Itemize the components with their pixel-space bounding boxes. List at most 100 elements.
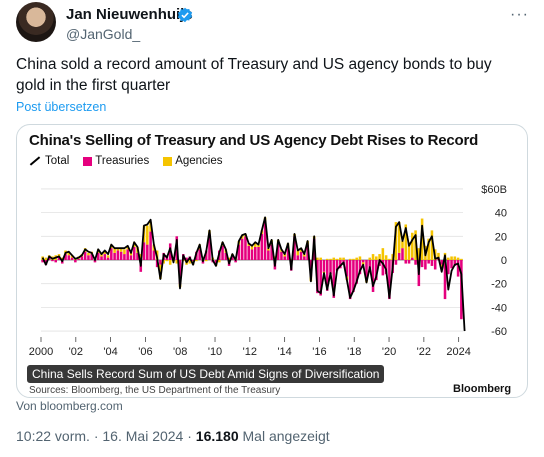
treasuries-bar — [401, 248, 404, 260]
treasuries-bar — [280, 251, 283, 260]
y-tick-label: 0 — [501, 255, 507, 267]
tweet-time[interactable]: 10:22 vorm. — [16, 428, 90, 444]
x-tick-label: '06 — [138, 346, 152, 358]
agencies-bar — [368, 257, 372, 260]
treasuries-bar — [64, 254, 67, 260]
treasuries-bar — [77, 258, 80, 260]
agencies-bar — [44, 257, 48, 260]
treasuries-bar — [440, 260, 444, 265]
agencies-bar — [103, 250, 107, 255]
agencies-bar — [316, 257, 319, 260]
treasuries-bar — [358, 260, 362, 275]
x-tick-label: '22 — [417, 346, 431, 358]
chart-source: Sources: Bloomberg, the US Department of… — [29, 385, 281, 396]
treasuries-bar — [303, 256, 306, 260]
treasuries-bar — [381, 260, 385, 276]
x-tick-label: '04 — [103, 346, 117, 358]
legend-total: Total — [29, 155, 69, 167]
agencies-bar — [273, 256, 277, 260]
legend-treasuries: Treasuries — [83, 155, 149, 167]
agencies-bar — [394, 222, 398, 260]
agencies-bar — [165, 260, 169, 262]
treasuries-bar — [106, 257, 110, 260]
treasuries-bar — [221, 245, 224, 260]
treasuries-bar — [453, 260, 457, 266]
author-avatar[interactable] — [16, 2, 56, 42]
translate-post-link[interactable]: Post übersetzen — [16, 100, 107, 114]
bloomberg-logo: Bloomberg — [453, 383, 512, 395]
agencies-bar — [361, 262, 365, 265]
agencies-bar — [87, 252, 90, 256]
author-name[interactable]: Jan Nieuwenhuijs — [66, 6, 193, 23]
agencies-bar — [162, 260, 165, 264]
agencies-bar — [106, 255, 110, 258]
agencies-bar — [358, 256, 362, 260]
tweet-date[interactable]: 16. Mai 2024 — [102, 428, 184, 444]
agencies-bar — [283, 254, 286, 257]
treasuries-bar — [335, 260, 339, 271]
tweet-text: China sold a record amount of Treasury a… — [16, 56, 492, 94]
x-tick-label: '14 — [277, 346, 291, 358]
treasuries-bar — [110, 248, 113, 260]
treasuries-bar — [113, 252, 116, 260]
treasuries-bar — [371, 260, 375, 292]
link-card[interactable]: China's Selling of Treasury and US Agenc… — [16, 124, 528, 398]
tweet-meta: 10:22 vorm. · 16. Mai 2024 · 16.180 Mal … — [16, 428, 330, 444]
treasuries-bar — [424, 260, 427, 270]
treasuries-bar — [460, 260, 463, 320]
treasuries-bar — [208, 233, 211, 260]
treasuries-bar — [361, 260, 365, 263]
agencies-bar — [159, 264, 162, 279]
agencies-bar — [218, 260, 221, 263]
treasuries-bar — [456, 260, 460, 277]
agencies-bar — [332, 257, 336, 260]
bar-chart: $60B 40 20 0 -20 -40 -60 2000 '02 '04 '06 '08 '10 '12… — [29, 184, 507, 358]
treasuries-bar — [299, 251, 303, 260]
treasuries-bar — [240, 238, 244, 260]
agencies-bar — [348, 258, 352, 260]
treasuries-bar — [257, 246, 260, 260]
author-handle[interactable]: @JanGold_ — [66, 26, 141, 42]
treasuries-bar — [388, 260, 391, 300]
treasuries-bar — [450, 260, 453, 269]
agencies-bar — [384, 255, 388, 260]
agencies-bar — [253, 242, 257, 247]
views-label: Mal angezeigt — [242, 428, 330, 444]
agencies-bar — [319, 257, 322, 260]
treasuries-bar — [93, 260, 97, 263]
treasuries-bar — [306, 244, 309, 260]
treasuries-bar — [116, 250, 120, 260]
treasuries-bar — [51, 260, 54, 262]
agencies-bar — [123, 249, 126, 255]
agencies-bar — [371, 254, 375, 260]
treasuries-bar — [87, 255, 90, 260]
treasuries-bar — [355, 260, 358, 284]
agencies-bar — [450, 256, 453, 260]
y-tick-label: 20 — [495, 231, 507, 243]
treasuries-bar — [132, 246, 136, 260]
agencies-bar — [375, 256, 378, 260]
x-tick-label: '16 — [312, 346, 326, 358]
treasuries-bar — [283, 256, 286, 260]
treasuries-bar — [152, 250, 156, 260]
card-domain[interactable]: Von bloomberg.com — [16, 399, 123, 413]
treasuries-bar — [375, 260, 378, 281]
treasuries-bar — [352, 260, 355, 292]
agencies-bar — [149, 222, 152, 232]
agencies-bar — [188, 260, 192, 264]
more-options-icon[interactable]: ··· — [510, 6, 529, 23]
agencies-bar — [329, 258, 332, 260]
treasuries-bar — [74, 260, 77, 263]
treasuries-bar — [267, 250, 270, 260]
treasuries-bar — [368, 260, 372, 270]
agencies-bar — [195, 260, 198, 262]
treasuries-bar — [325, 260, 329, 291]
treasuries-bar — [394, 260, 398, 265]
agencies-bar — [339, 257, 342, 260]
agencies-bar — [397, 222, 401, 253]
treasuries-bar — [411, 257, 414, 260]
treasuries-bar — [119, 251, 123, 260]
agencies-bar — [67, 251, 71, 256]
treasuries-bar — [204, 250, 208, 260]
card-caption: China Sells Record Sum of US Debt Amid S… — [27, 365, 385, 383]
